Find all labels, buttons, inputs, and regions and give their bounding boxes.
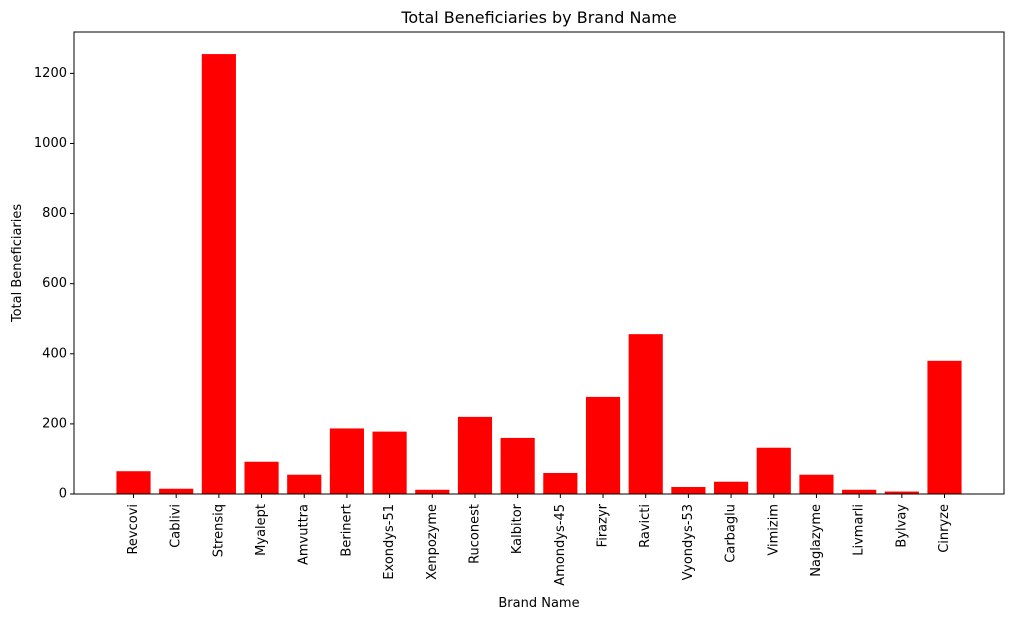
y-axis: 0 200 400 600 800 1000 1200: [34, 66, 74, 502]
x-tick-label: Exondys-51: [382, 504, 397, 580]
bars-group: [116, 54, 962, 494]
bar-ravicti: [628, 334, 663, 494]
x-tick-label: Myalept: [254, 504, 269, 556]
bar-kalbitor: [500, 437, 535, 494]
bar-cinryze: [927, 360, 962, 494]
bar-berinert: [329, 428, 364, 494]
x-axis: Revcovi Cablivi Strensiq Myalept Amvuttra Ber…: [126, 494, 952, 586]
x-tick-label: Amondys-45: [553, 504, 568, 586]
bar-cablivi: [159, 488, 194, 494]
bar-vyondys-53: [671, 486, 706, 494]
bar-myalept: [244, 461, 279, 494]
bar-xenpozyme: [415, 489, 450, 494]
bar-vimizim: [756, 447, 791, 494]
y-tick-label: 1000: [34, 136, 67, 151]
bar-strensiq: [201, 54, 236, 494]
x-tick-label: Vimizim: [766, 504, 781, 556]
x-tick-label: Ruconest: [467, 504, 482, 564]
bar-firazyr: [585, 396, 621, 494]
bar-carbaglu: [714, 481, 749, 494]
x-tick-label: Vyondys-53: [681, 504, 696, 580]
x-tick-label: Strensiq: [211, 504, 226, 557]
bar-revcovi: [116, 471, 151, 494]
y-tick-label: 400: [42, 346, 67, 361]
x-tick-label: Cablivi: [169, 504, 184, 548]
bar-amondys-45: [543, 472, 578, 494]
x-tick-label: Cinryze: [937, 504, 952, 553]
x-axis-label: Brand Name: [498, 596, 579, 611]
y-tick-label: 0: [59, 487, 67, 502]
bar-amvuttra: [287, 474, 322, 494]
x-tick-label: Carbaglu: [724, 504, 739, 563]
x-tick-label: Firazyr: [596, 503, 611, 547]
bar-exondys-51: [372, 431, 407, 494]
y-tick-label: 800: [42, 206, 67, 221]
x-tick-label: Kalbitor: [510, 503, 525, 554]
bar-livmarli: [842, 489, 877, 494]
bar-ruconest: [457, 416, 493, 494]
y-tick-label: 200: [42, 416, 67, 431]
plot-frame: [73, 31, 1005, 495]
y-tick-label: 1200: [34, 66, 67, 81]
bar-naglazyme: [799, 474, 834, 494]
y-axis-label: Total Beneficiaries: [10, 204, 25, 324]
x-tick-label: Berinert: [339, 504, 354, 557]
x-tick-label: Ravicti: [638, 504, 653, 548]
x-tick-label: Revcovi: [126, 504, 141, 555]
chart-title: Total Beneficiaries by Brand Name: [400, 8, 676, 27]
x-tick-label: Xenpozyme: [425, 504, 440, 580]
y-tick-label: 600: [42, 276, 67, 291]
x-tick-label: Livmarli: [852, 504, 867, 556]
bar-bylvay: [884, 491, 919, 494]
x-tick-label: Amvuttra: [297, 504, 312, 565]
x-tick-label: Naglazyme: [809, 504, 824, 577]
x-tick-label: Bylvay: [894, 504, 909, 548]
